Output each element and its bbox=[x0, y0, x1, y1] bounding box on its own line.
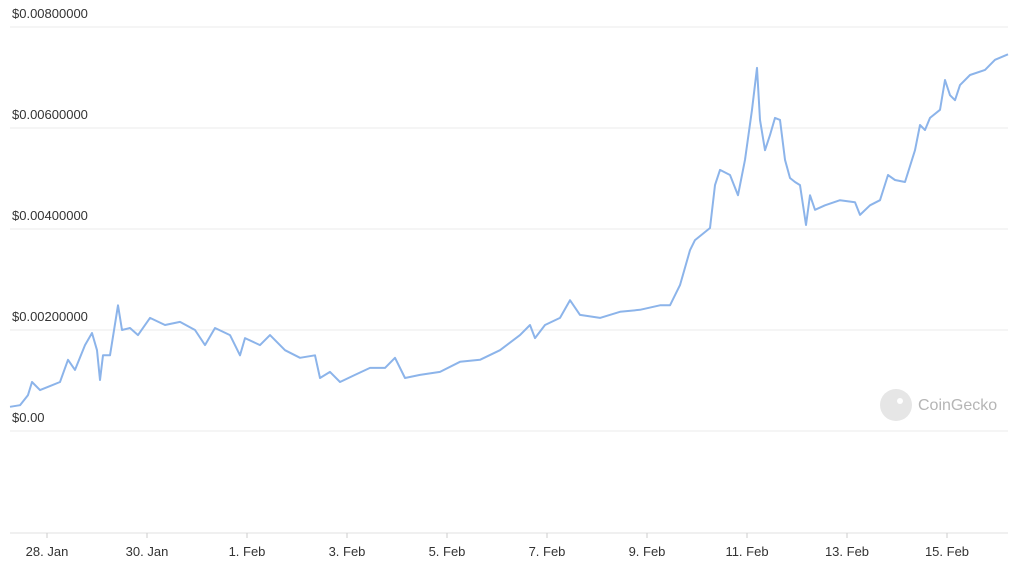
x-tick-label: 28. Jan bbox=[26, 544, 69, 559]
x-tick-label: 30. Jan bbox=[126, 544, 169, 559]
y-tick-label: $0.00200000 bbox=[12, 309, 88, 324]
x-tick-label: 1. Feb bbox=[229, 544, 266, 559]
x-tick-label: 9. Feb bbox=[629, 544, 666, 559]
x-tick-label: 5. Feb bbox=[429, 544, 466, 559]
y-tick-label: $0.00400000 bbox=[12, 208, 88, 223]
y-tick-label: $0.00 bbox=[12, 410, 45, 425]
x-tick-label: 7. Feb bbox=[529, 544, 566, 559]
x-tick-label: 3. Feb bbox=[329, 544, 366, 559]
y-tick-label: $0.00600000 bbox=[12, 107, 88, 122]
watermark-logo bbox=[880, 389, 912, 421]
x-tick-label: 15. Feb bbox=[925, 544, 969, 559]
x-tick-label: 11. Feb bbox=[725, 544, 768, 559]
price-line bbox=[9, 53, 1009, 408]
y-tick-label: $0.00800000 bbox=[12, 6, 88, 21]
x-tick-label: 13. Feb bbox=[825, 544, 869, 559]
watermark: CoinGecko bbox=[918, 397, 997, 414]
